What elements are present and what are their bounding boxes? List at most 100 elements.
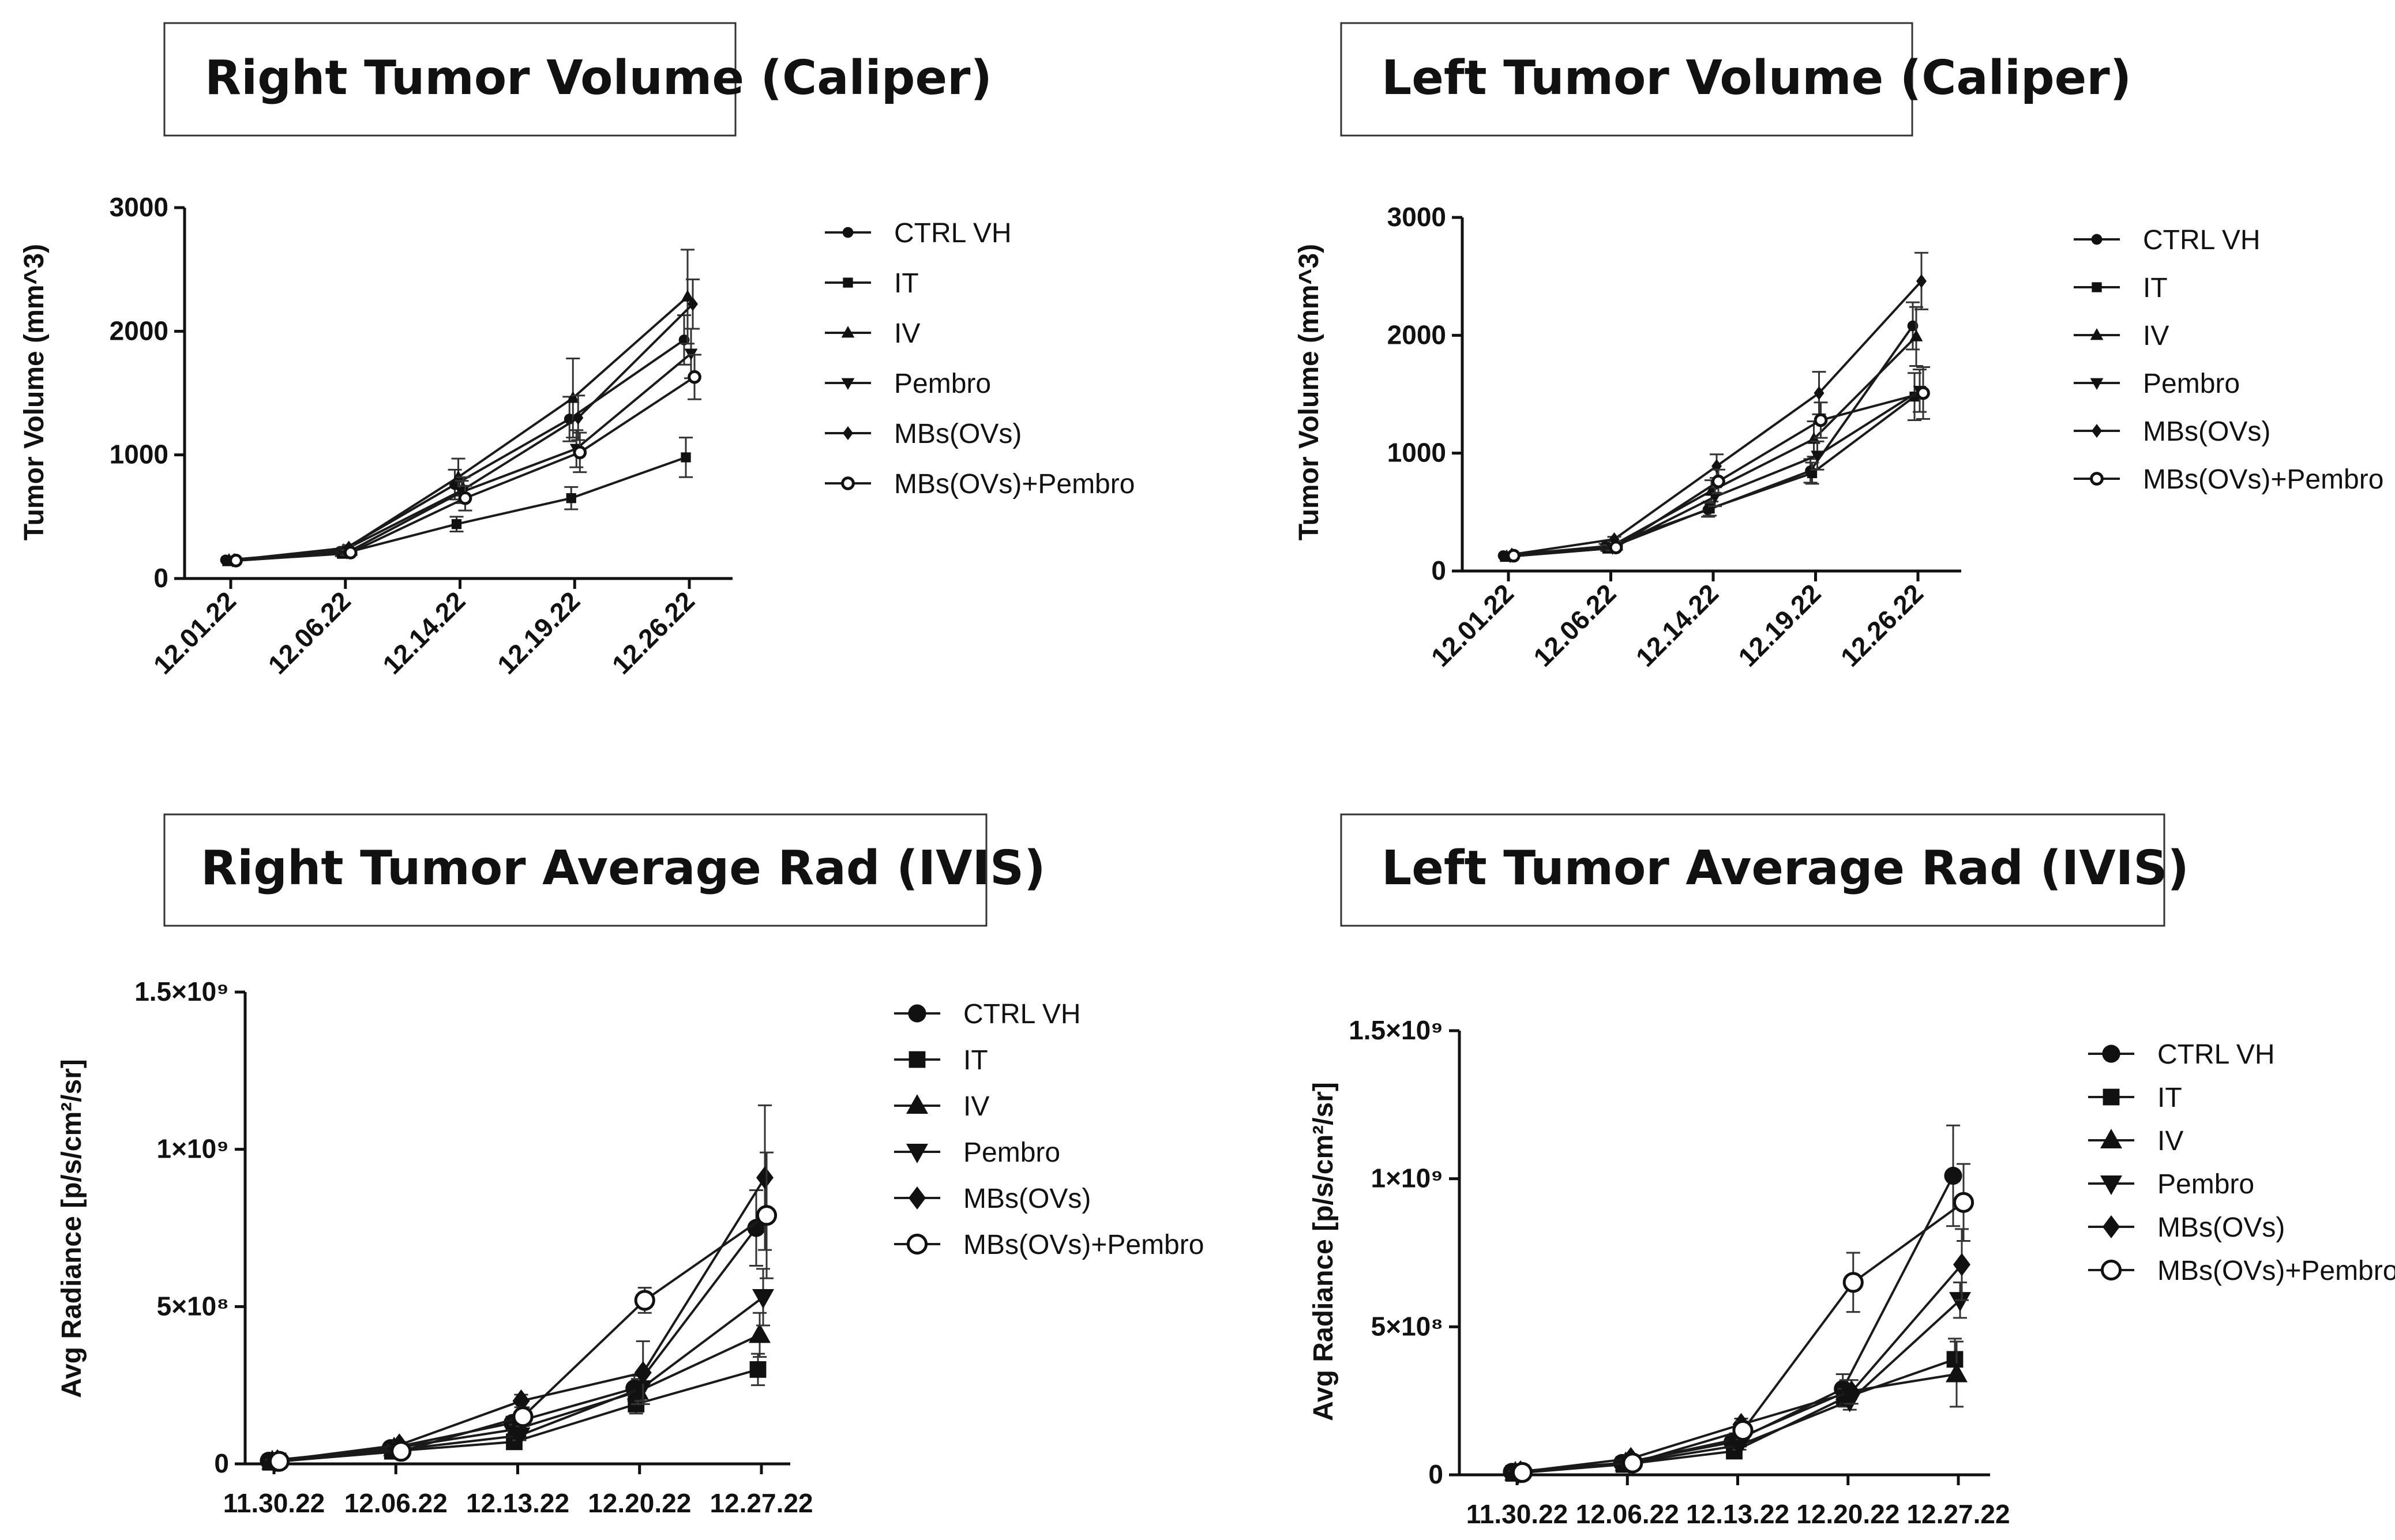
x-tick-label: 11.30.22: [223, 1488, 325, 1518]
title-box: [1340, 813, 2165, 927]
title-box: [1340, 22, 1913, 137]
legend-label: CTRL VH: [963, 999, 1081, 1030]
legend-item: IT: [2074, 273, 2168, 303]
data-point: [749, 1361, 767, 1378]
legend-label: IV: [894, 318, 920, 349]
legend-label: MBs(OVs): [963, 1184, 1091, 1214]
y-axis-label: Tumor Volume (mm^3): [19, 244, 50, 540]
legend-item: CTRL VH: [2088, 1039, 2275, 1070]
data-point: [1953, 1253, 1970, 1276]
data-point: [1814, 413, 1828, 427]
legend-marker: [2103, 1215, 2120, 1238]
legend-label: MBs(OVs)+Pembro: [2143, 464, 2383, 495]
data-point: [229, 554, 243, 568]
y-tick-label: 0: [214, 1448, 229, 1478]
legend-label: IV: [2143, 321, 2169, 351]
legend-marker: [2090, 472, 2104, 486]
legend-item: MBs(OVs): [894, 1184, 1091, 1214]
y-tick-label: 1×10⁹: [157, 1134, 229, 1164]
data-point: [1811, 450, 1824, 463]
legend-marker: [841, 326, 855, 338]
y-tick-label: 2000: [110, 315, 168, 345]
legend-item: MBs(OVs): [825, 419, 1022, 449]
x-tick-label: 11.30.22: [1466, 1499, 1568, 1529]
data-point: [1953, 1192, 1974, 1213]
x-tick-label: 12.13.22: [1686, 1499, 1789, 1529]
x-tick-label: 12.06.22: [1527, 578, 1621, 672]
legend-item: Pembro: [2088, 1169, 2254, 1200]
data-point: [343, 546, 358, 559]
series-iv: [1500, 306, 1923, 561]
legend-marker: [2100, 1259, 2122, 1281]
legend-label: Pembro: [2157, 1169, 2254, 1200]
chart-panel-1: Right Tumor Volume (Caliper) 0 1000 2000 300…: [19, 22, 1135, 680]
legend-marker: [2100, 1175, 2122, 1195]
legend-item: MBs(OVs)+Pembro: [2088, 1256, 2395, 1286]
legend-item: IT: [894, 1045, 988, 1076]
legend-marker: [906, 1233, 928, 1255]
title-box: [163, 22, 737, 137]
data-point: [681, 290, 695, 302]
data-point: [1842, 1380, 1860, 1404]
legend-label: MBs(OVs): [2143, 416, 2270, 447]
legend-marker: [841, 476, 855, 490]
legend-item: IV: [2088, 1126, 2183, 1156]
x-tick-label: 12.26.22: [606, 585, 700, 679]
legend-label: CTRL VH: [894, 218, 1012, 249]
legend-label: IT: [2157, 1083, 2182, 1113]
x-tick-label: 12.14.22: [377, 585, 471, 679]
legend-marker: [908, 1004, 926, 1023]
data-point: [1609, 540, 1623, 554]
legend-label: MBs(OVs)+Pembro: [963, 1230, 1204, 1260]
legend-marker: [909, 1186, 926, 1210]
legend-marker: [843, 277, 853, 288]
data-point: [451, 519, 462, 529]
x-tick-label: 12.20.22: [588, 1488, 691, 1518]
x-tick-label: 12.06.22: [1576, 1499, 1679, 1529]
y-tick-label: 0: [153, 563, 168, 593]
data-point: [1708, 491, 1722, 504]
legend-label: IV: [963, 1091, 989, 1122]
chart-panel-3: Right Tumor Average Rad (IVIS) 0 5×10⁸ 1×10…: [57, 813, 1204, 1518]
y-tick-label: 5×10⁸: [1371, 1311, 1443, 1341]
y-tick-label: 1000: [1387, 438, 1446, 468]
data-point: [1949, 1292, 1971, 1312]
series-line: [1510, 389, 1921, 558]
data-point: [1511, 1462, 1533, 1483]
legend-item: IV: [894, 1091, 989, 1122]
series-iv: [1504, 1340, 1968, 1481]
x-tick-label: 12.01.22: [148, 585, 242, 679]
legend-marker: [2100, 1129, 2122, 1148]
data-point: [688, 297, 698, 311]
data-point: [573, 445, 587, 460]
legend-marker: [2102, 1045, 2120, 1063]
series-mbs-ovs-pembro: [1507, 366, 1930, 563]
legend-item: IV: [2074, 321, 2169, 351]
series-mbs-ovs-: [229, 278, 700, 567]
x-tick-label: 12.06.22: [344, 1488, 448, 1518]
legend-marker: [2090, 378, 2104, 390]
series-mbs-ovs-pembro: [268, 1151, 778, 1472]
data-point: [688, 370, 701, 384]
legend-item: MBs(OVs)+Pembro: [825, 469, 1135, 499]
data-point: [452, 470, 465, 482]
data-point: [1842, 1272, 1864, 1293]
data-point: [566, 391, 580, 403]
x-tick-label: 12.27.22: [1906, 1499, 2010, 1529]
data-point: [1807, 468, 1818, 479]
title-box: [163, 813, 988, 927]
x-tick-label: 12.19.22: [491, 585, 585, 679]
series-mbs-ovs-pembro: [229, 354, 701, 568]
y-tick-label: 0: [1431, 555, 1446, 585]
data-point: [1711, 459, 1722, 474]
data-point: [752, 1289, 774, 1309]
series-line: [235, 375, 696, 562]
data-point: [1814, 386, 1825, 400]
legend-item: CTRL VH: [825, 218, 1012, 249]
data-point: [1946, 1351, 1964, 1368]
legend-label: Pembro: [963, 1137, 1060, 1168]
x-tick-label: 12.20.22: [1796, 1499, 1900, 1529]
data-point: [268, 1451, 290, 1472]
chart-panel-2: Left Tumor Volume (Caliper) 0 1000 2000 3000…: [1294, 22, 2383, 673]
legend-item: MBs(OVs): [2088, 1212, 2285, 1243]
